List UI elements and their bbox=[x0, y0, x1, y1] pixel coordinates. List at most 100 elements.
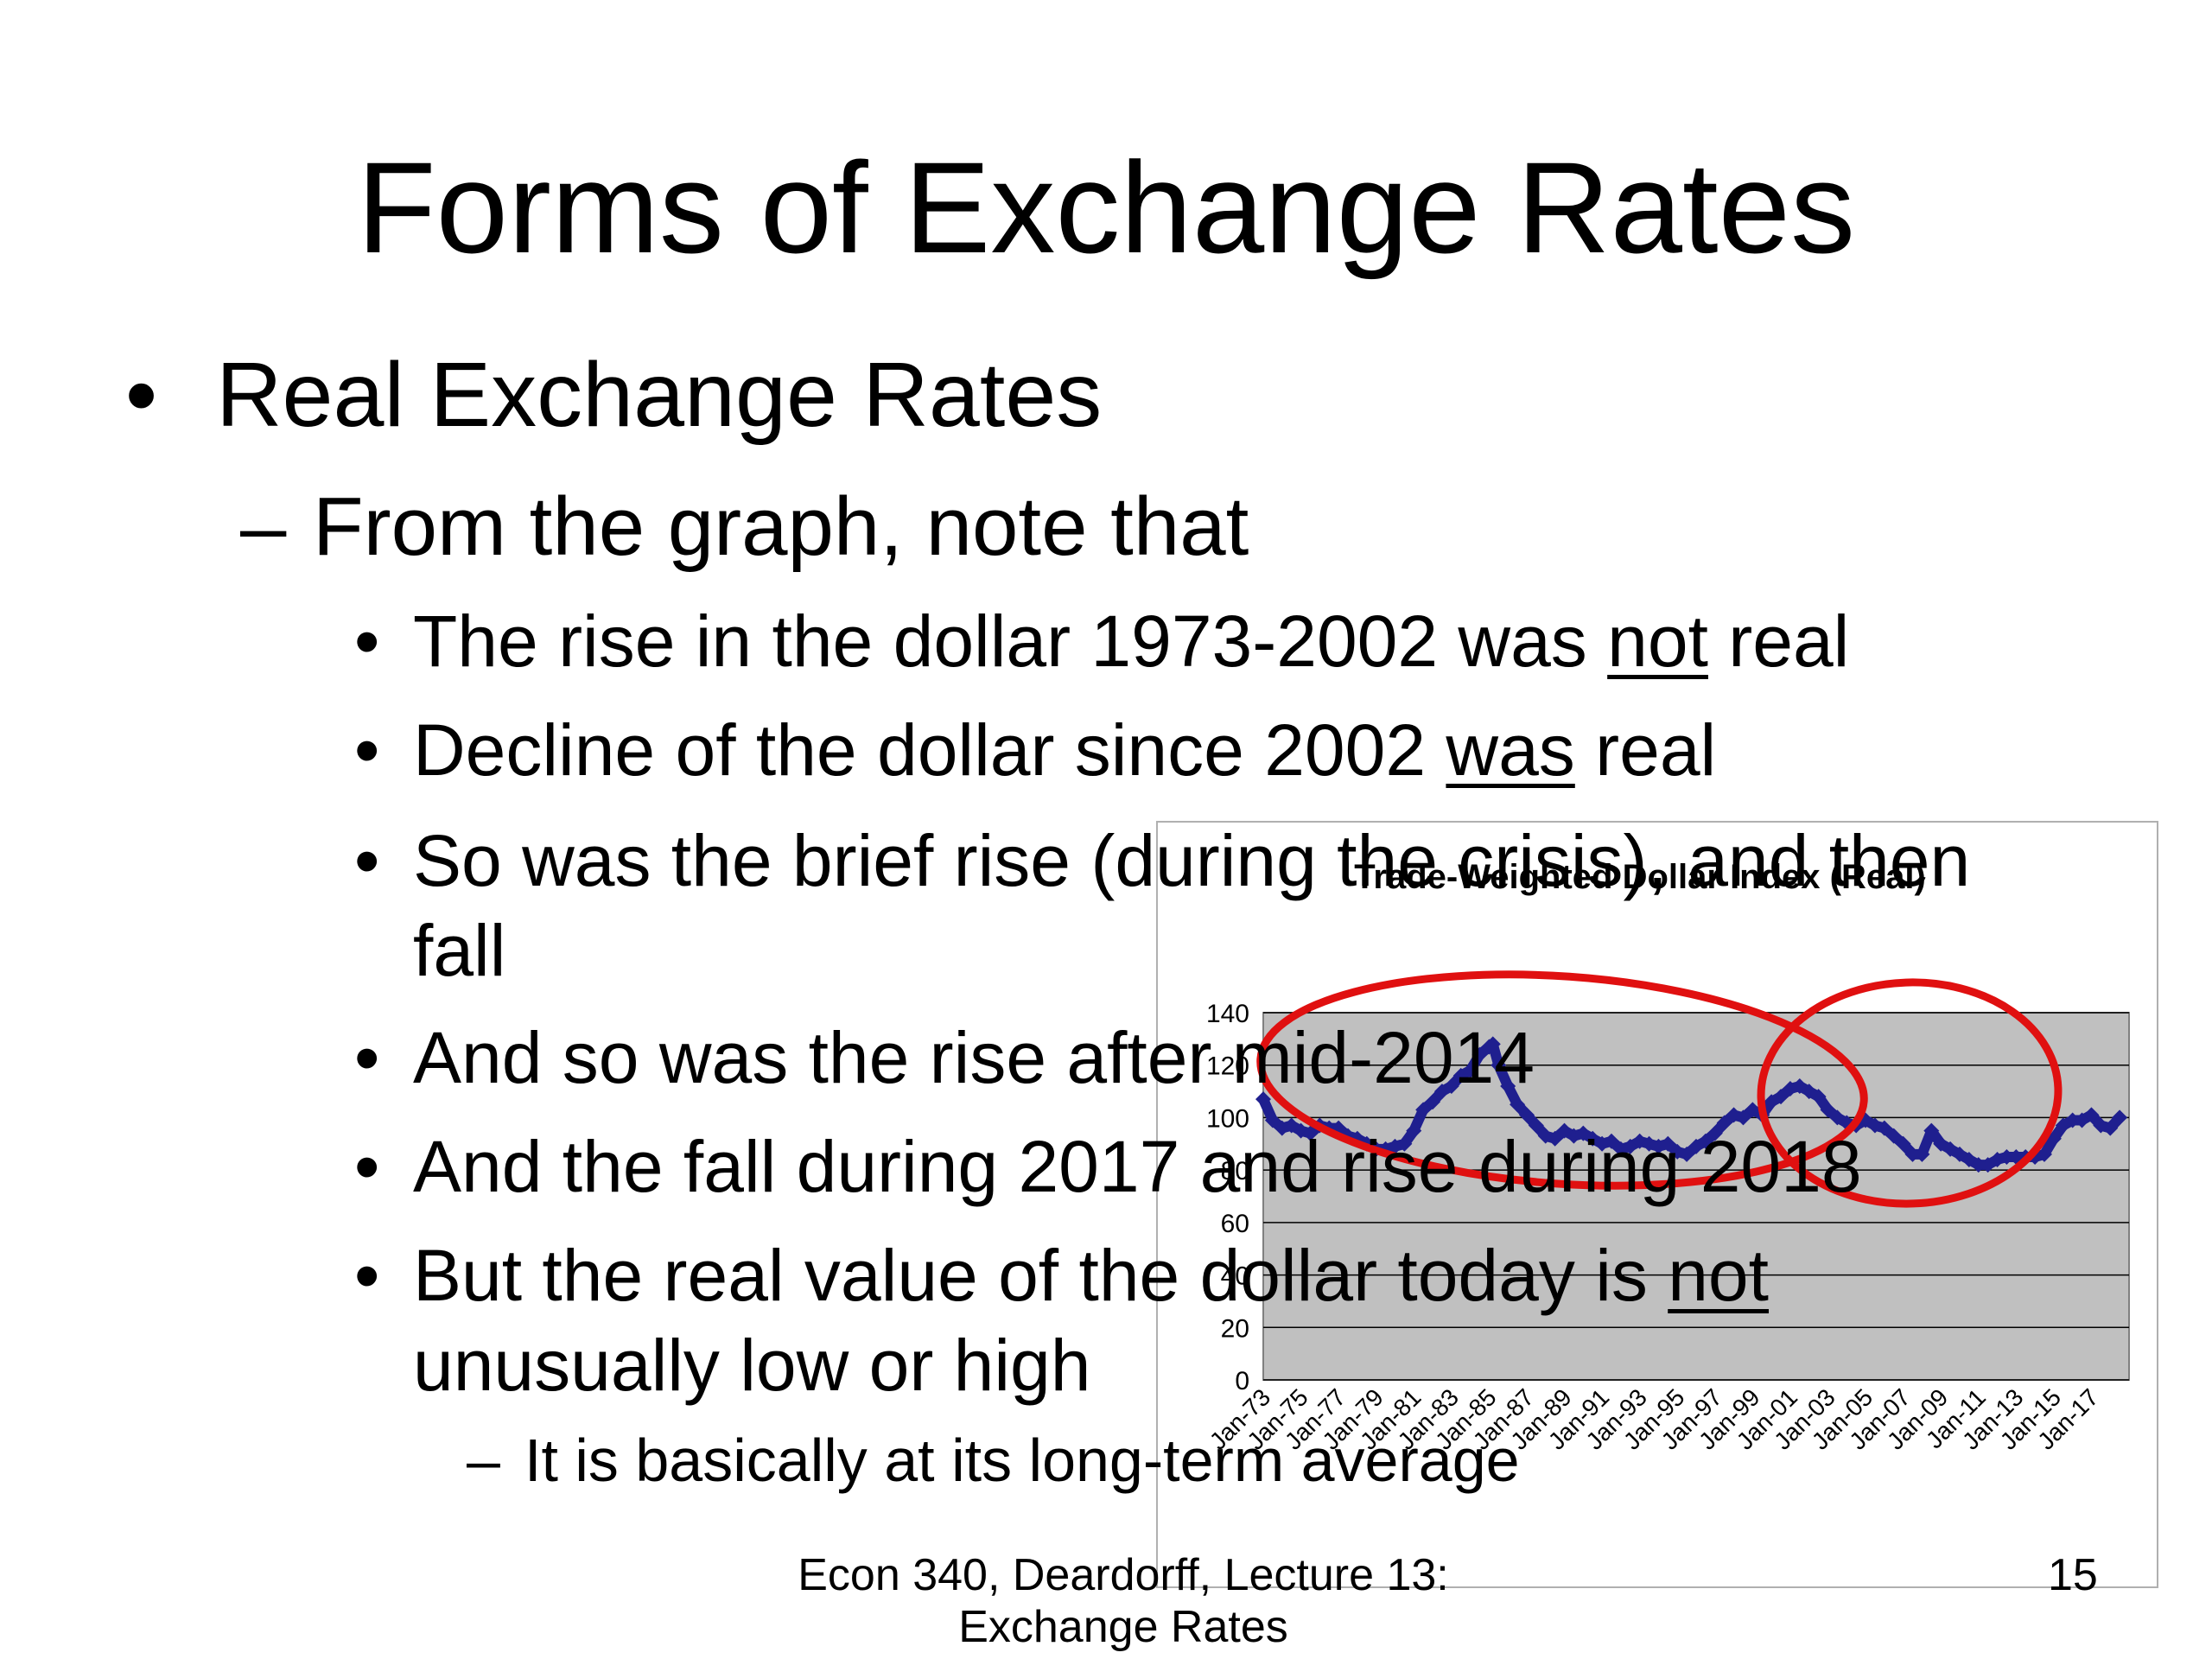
chart-title: Trade-Weighted Dollar Index (Real) bbox=[1354, 858, 1926, 896]
data-point bbox=[1500, 1078, 1516, 1094]
data-point bbox=[1612, 1141, 1629, 1157]
data-point bbox=[1707, 1125, 1723, 1141]
bullet-dot: • bbox=[354, 1235, 380, 1316]
bullet-dot: • bbox=[354, 1017, 380, 1098]
data-point bbox=[2083, 1107, 2100, 1123]
sub-bullet-average: It is basically at its long-term average bbox=[524, 1427, 1520, 1494]
bullet-dot: • bbox=[354, 1126, 380, 1207]
dash: – bbox=[240, 480, 287, 573]
data-point bbox=[1650, 1138, 1667, 1154]
data-point bbox=[1603, 1133, 1619, 1149]
data-point bbox=[1274, 1120, 1290, 1136]
data-point bbox=[1433, 1084, 1450, 1100]
data-point bbox=[1773, 1089, 1789, 1105]
slide-number: 15 bbox=[2048, 1550, 2098, 1600]
data-point bbox=[1462, 1062, 1478, 1078]
chart: Trade-Weighted Dollar Index (Real) 0 20 40… bbox=[1156, 821, 2158, 1588]
data-point bbox=[1829, 1109, 1846, 1126]
y-tick-label: 100 bbox=[1206, 1104, 1249, 1133]
data-point bbox=[1782, 1081, 1798, 1097]
data-point bbox=[1895, 1135, 1911, 1152]
data-point bbox=[1585, 1130, 1601, 1147]
heading-real-exchange-rates: Real Exchange Rates bbox=[216, 344, 1103, 446]
y-tick-label: 140 bbox=[1206, 1000, 1249, 1028]
y-tick-label: 120 bbox=[1206, 1052, 1249, 1081]
data-point bbox=[1471, 1046, 1488, 1063]
data-point bbox=[1331, 1120, 1347, 1136]
data-point bbox=[1415, 1102, 1432, 1118]
data-point bbox=[1660, 1135, 1676, 1152]
data-point bbox=[1547, 1130, 1563, 1147]
data-point bbox=[1556, 1122, 1573, 1139]
data-point bbox=[1510, 1096, 1526, 1113]
data-point bbox=[1923, 1122, 1940, 1139]
data-point bbox=[1961, 1152, 1977, 1167]
data-point bbox=[1396, 1135, 1413, 1152]
data-point bbox=[1349, 1130, 1365, 1147]
bullet-rise-2014: And so was the rise after mid-2014 bbox=[413, 1017, 1535, 1098]
data-point bbox=[1484, 1036, 1501, 1052]
data-point bbox=[1745, 1102, 1761, 1118]
data-point bbox=[1688, 1138, 1704, 1154]
data-point bbox=[1537, 1128, 1554, 1144]
data-point bbox=[2112, 1109, 2128, 1126]
gridlines bbox=[1263, 1012, 2129, 1381]
data-point bbox=[1876, 1120, 1892, 1136]
bullet-dot: • bbox=[354, 820, 380, 901]
data-point bbox=[1885, 1128, 1902, 1144]
dash: – bbox=[467, 1427, 500, 1494]
bullet-brief-rise: So was the brief rise (during the crisis… bbox=[413, 820, 1971, 901]
y-tick-label: 40 bbox=[1221, 1262, 1249, 1291]
data-point bbox=[1528, 1117, 1544, 1134]
data-point bbox=[1622, 1138, 1638, 1154]
data-point bbox=[1820, 1102, 1836, 1118]
red-circle-right bbox=[1757, 978, 2063, 1208]
y-axis-ticks: 0 20 40 60 80 100 120 140 bbox=[1206, 1000, 1249, 1395]
data-point bbox=[1302, 1125, 1319, 1141]
data-point bbox=[1970, 1157, 1986, 1173]
data-point bbox=[2093, 1117, 2109, 1134]
data-point bbox=[2036, 1146, 2052, 1162]
bullet-decline-real: Decline of the dollar since 2002 was rea… bbox=[413, 709, 1717, 791]
bullet-real-value-cont: unusually low or high bbox=[413, 1325, 1091, 1406]
data-point bbox=[2102, 1120, 2119, 1136]
data-point bbox=[2064, 1112, 2081, 1128]
data-point bbox=[1951, 1146, 1967, 1162]
data-point bbox=[1735, 1109, 1751, 1126]
y-tick-label: 0 bbox=[1235, 1367, 1249, 1395]
bullet-real-value: But the real value of the dollar today i… bbox=[413, 1235, 1769, 1316]
subheading-graph-note: From the graph, note that bbox=[313, 480, 1249, 573]
bullet-dot: • bbox=[354, 709, 380, 791]
slide-title: Forms of Exchange Rates bbox=[356, 135, 1856, 280]
bullet-brief-rise-cont: fall bbox=[413, 910, 506, 991]
data-point bbox=[1491, 1057, 1507, 1073]
bullet-fall-2017: And the fall during 2017 and rise during… bbox=[413, 1126, 1862, 1207]
footer-text: Econ 340, Deardorff, Lecture 13: Exchang… bbox=[798, 1550, 1449, 1652]
data-point bbox=[1387, 1138, 1403, 1154]
data-point bbox=[1264, 1112, 1281, 1128]
bullet-dot: • bbox=[125, 344, 158, 446]
data-point bbox=[1255, 1091, 1271, 1108]
data-point bbox=[1425, 1094, 1441, 1110]
bullet-dot: • bbox=[354, 601, 380, 682]
data-point bbox=[1697, 1133, 1713, 1149]
data-point bbox=[1999, 1148, 2015, 1165]
plot-area bbox=[1262, 1012, 2130, 1381]
data-point bbox=[1518, 1107, 1535, 1123]
red-circle-left bbox=[1256, 970, 1868, 1190]
data-point bbox=[1716, 1115, 1732, 1131]
y-tick-label: 20 bbox=[1221, 1314, 1249, 1343]
data-point bbox=[1679, 1146, 1695, 1162]
data-point bbox=[1904, 1146, 1921, 1162]
bullet-rise-not-real: The rise in the dollar 1973-2002 was not… bbox=[413, 601, 1850, 682]
annotations bbox=[1256, 970, 2063, 1208]
data-point bbox=[1914, 1146, 1930, 1162]
y-tick-label: 60 bbox=[1221, 1210, 1249, 1238]
data-point bbox=[1801, 1084, 1817, 1100]
data-point bbox=[1810, 1089, 1827, 1105]
data-point bbox=[1406, 1122, 1422, 1139]
data-point bbox=[1443, 1078, 1459, 1094]
y-tick-label: 80 bbox=[1221, 1157, 1249, 1185]
x-axis-ticks: Jan-73Jan-75Jan-77Jan-79Jan-81Jan-83Jan-… bbox=[1205, 1383, 2104, 1454]
